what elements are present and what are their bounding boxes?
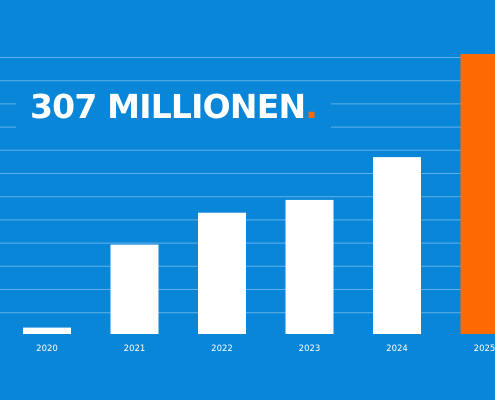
x-tick-label-2025: 2025 bbox=[474, 344, 495, 354]
x-tick-label-2024: 2024 bbox=[386, 344, 408, 354]
headline-dot: . bbox=[305, 87, 318, 126]
x-tick-labels: 2020 2021 2022 2023 2024 2025 bbox=[36, 344, 495, 354]
headline-text: 307 MILLIONEN bbox=[30, 87, 306, 126]
bar-2023 bbox=[285, 199, 334, 334]
x-tick-label-2021: 2021 bbox=[124, 344, 146, 354]
x-tick-label-2023: 2023 bbox=[299, 344, 321, 354]
x-tick-label-2020: 2020 bbox=[36, 344, 58, 354]
x-tick-label-2022: 2022 bbox=[211, 344, 233, 354]
bar-2024 bbox=[373, 157, 421, 334]
headline: 307 MILLIONEN. bbox=[16, 84, 332, 130]
bar-2022 bbox=[198, 212, 246, 334]
bar-2025 bbox=[460, 54, 495, 334]
bar-2021 bbox=[110, 244, 159, 334]
bars bbox=[23, 54, 495, 334]
bar-2020 bbox=[23, 327, 71, 334]
